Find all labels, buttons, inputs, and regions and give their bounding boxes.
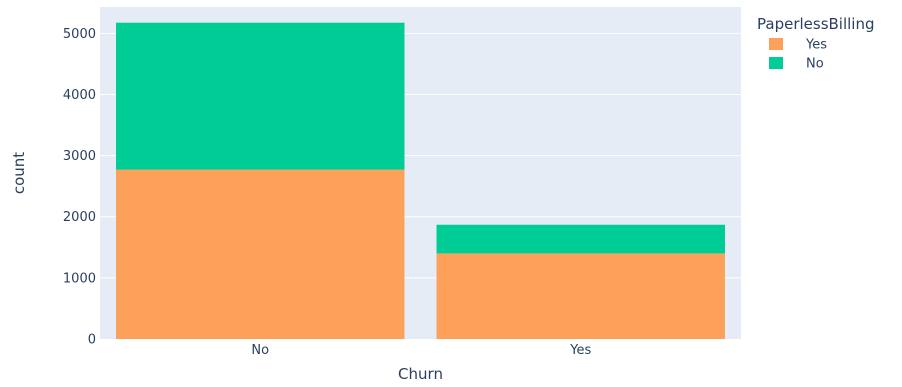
y-tick-label: 2000 — [63, 210, 96, 225]
bar-no-series-no — [116, 22, 405, 170]
x-axis-ticks: No Yes — [251, 343, 591, 358]
y-tick-label: 0 — [88, 333, 96, 348]
legend-items: Yes No — [769, 38, 827, 72]
y-tick-label: 1000 — [63, 271, 96, 286]
legend-swatch — [769, 57, 783, 69]
x-axis-title: Churn — [398, 365, 443, 383]
x-tick-label: No — [251, 343, 269, 358]
legend: PaperlessBilling Yes No — [757, 15, 875, 72]
bar-no-series-yes — [116, 169, 405, 339]
y-tick-label: 3000 — [63, 149, 96, 164]
bars — [116, 22, 725, 339]
bar-yes-series-yes — [436, 253, 725, 339]
y-axis-ticks: 0 1000 2000 3000 4000 5000 — [63, 27, 96, 348]
legend-title: PaperlessBilling — [757, 15, 875, 33]
y-tick-label: 5000 — [63, 27, 96, 42]
legend-swatch — [769, 38, 783, 50]
x-tick-label: Yes — [569, 343, 591, 358]
y-tick-label: 4000 — [63, 88, 96, 103]
y-axis-title: count — [10, 152, 28, 194]
legend-label: No — [806, 57, 824, 72]
legend-label: Yes — [805, 38, 827, 53]
bar-yes-series-no — [436, 224, 725, 254]
